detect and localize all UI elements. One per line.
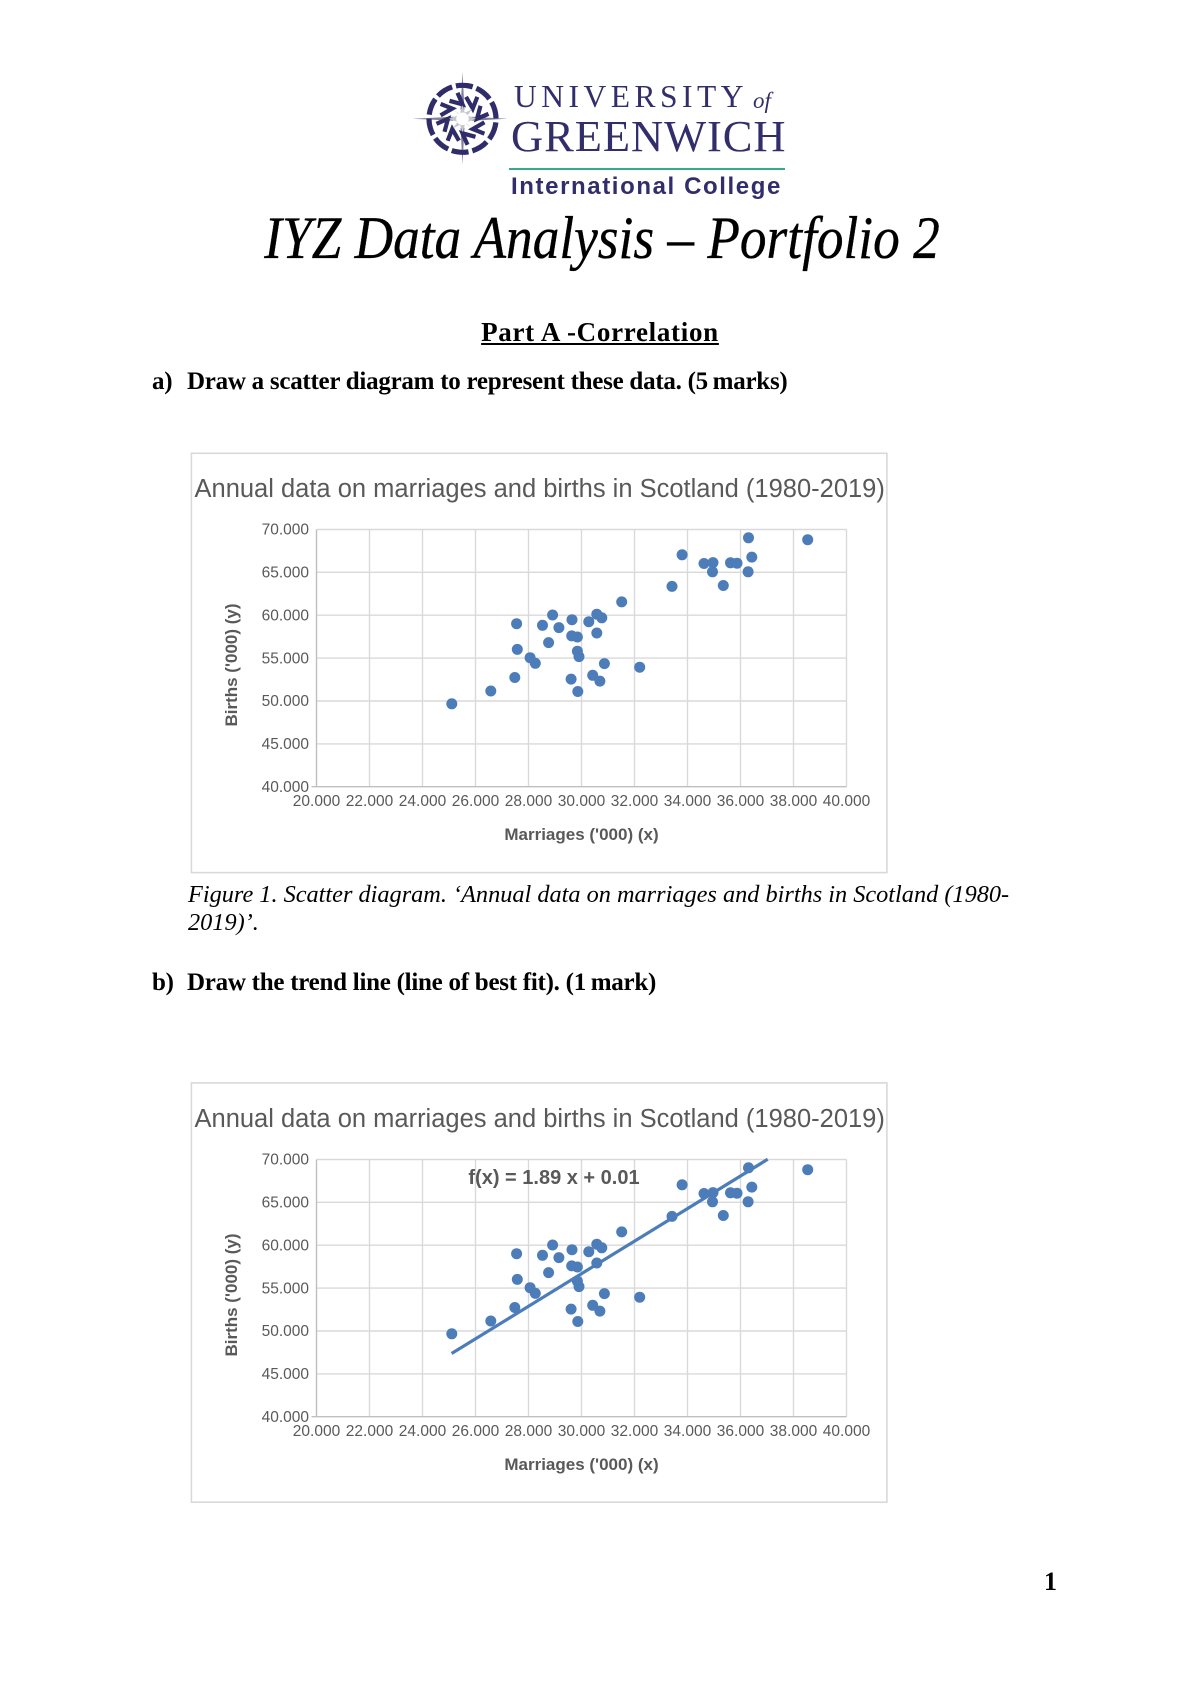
svg-text:34.000: 34.000 xyxy=(664,1423,712,1440)
svg-text:20.000: 20.000 xyxy=(293,793,341,810)
svg-text:30.000: 30.000 xyxy=(558,793,606,810)
svg-text:Marriages ('000) (x): Marriages ('000) (x) xyxy=(504,1455,658,1474)
svg-text:Marriages ('000) (x): Marriages ('000) (x) xyxy=(504,825,658,844)
svg-text:24.000: 24.000 xyxy=(399,1423,447,1440)
svg-text:70.000: 70.000 xyxy=(262,522,310,539)
svg-text:24.000: 24.000 xyxy=(399,793,447,810)
svg-text:40.000: 40.000 xyxy=(823,793,871,810)
svg-text:40.000: 40.000 xyxy=(823,1423,871,1440)
svg-text:Births ('000) (y): Births ('000) (y) xyxy=(222,603,241,726)
svg-text:22.000: 22.000 xyxy=(346,1423,394,1440)
svg-text:45.000: 45.000 xyxy=(262,1366,310,1383)
svg-text:Annual data on marriages and b: Annual data on marriages and births in S… xyxy=(195,1105,885,1133)
svg-text:f(x) = 1.89 x + 0.01: f(x) = 1.89 x + 0.01 xyxy=(468,1167,639,1189)
svg-text:32.000: 32.000 xyxy=(611,793,659,810)
svg-text:38.000: 38.000 xyxy=(770,793,818,810)
svg-text:34.000: 34.000 xyxy=(664,793,712,810)
svg-text:30.000: 30.000 xyxy=(558,1423,606,1440)
svg-text:50.000: 50.000 xyxy=(262,693,310,710)
svg-text:45.000: 45.000 xyxy=(262,736,310,753)
svg-text:60.000: 60.000 xyxy=(262,1237,310,1254)
svg-text:32.000: 32.000 xyxy=(611,1423,659,1440)
svg-text:Annual data on marriages and b: Annual data on marriages and births in S… xyxy=(195,475,885,503)
svg-text:38.000: 38.000 xyxy=(770,1423,818,1440)
svg-text:36.000: 36.000 xyxy=(717,1423,765,1440)
svg-text:36.000: 36.000 xyxy=(717,793,765,810)
svg-text:26.000: 26.000 xyxy=(452,793,500,810)
svg-text:50.000: 50.000 xyxy=(262,1323,310,1340)
svg-text:55.000: 55.000 xyxy=(262,650,310,667)
svg-text:60.000: 60.000 xyxy=(262,607,310,624)
svg-text:20.000: 20.000 xyxy=(293,1423,341,1440)
svg-text:Births ('000) (y): Births ('000) (y) xyxy=(222,1233,241,1356)
svg-text:28.000: 28.000 xyxy=(505,793,553,810)
svg-text:22.000: 22.000 xyxy=(346,793,394,810)
svg-text:28.000: 28.000 xyxy=(505,1423,553,1440)
svg-text:65.000: 65.000 xyxy=(262,565,310,582)
svg-text:65.000: 65.000 xyxy=(262,1195,310,1212)
svg-text:70.000: 70.000 xyxy=(262,1152,310,1169)
svg-text:40.000: 40.000 xyxy=(262,779,310,796)
svg-text:55.000: 55.000 xyxy=(262,1280,310,1297)
svg-text:40.000: 40.000 xyxy=(262,1409,310,1426)
svg-text:26.000: 26.000 xyxy=(452,1423,500,1440)
